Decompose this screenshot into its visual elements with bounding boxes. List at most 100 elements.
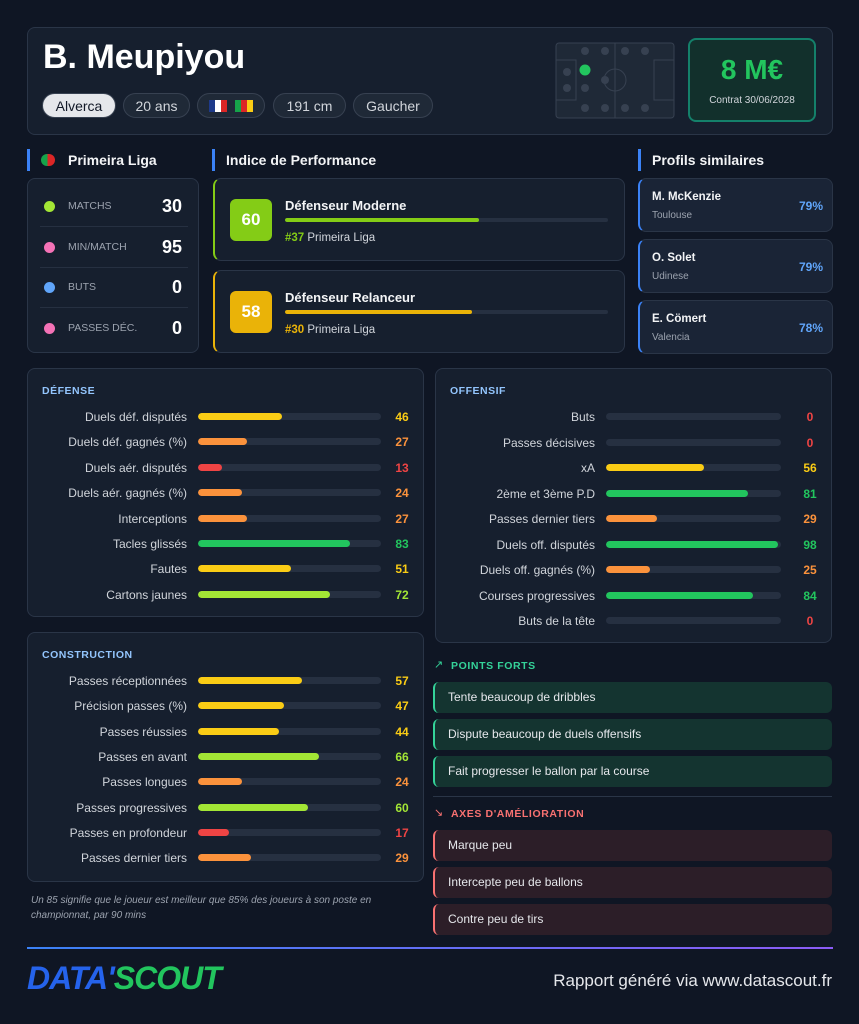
stat-value: 44 xyxy=(395,724,409,739)
tag: Alverca xyxy=(42,93,116,118)
stat-bar xyxy=(198,540,350,547)
stat-value: 0 xyxy=(806,614,814,628)
similar-club: Udinese xyxy=(652,271,689,282)
stat-value: 0 xyxy=(171,317,182,338)
stat-track xyxy=(606,438,781,446)
stat-track xyxy=(606,591,781,599)
stat-label: PASSES DÉC. xyxy=(68,321,138,334)
list-item: Dispute beaucoup de duels offensifs xyxy=(433,719,832,750)
stat-track xyxy=(198,540,381,547)
stat-bar xyxy=(606,489,748,497)
list-title: POINTS FORTS xyxy=(451,660,536,672)
stat-value: 72 xyxy=(395,587,409,602)
stat-track xyxy=(198,590,381,598)
stat-track xyxy=(606,617,781,624)
similar-name: O. Solet xyxy=(652,252,696,264)
stat-label: Passes longues xyxy=(102,775,187,790)
stat-label: Passes réceptionnées xyxy=(68,674,187,688)
stat-label: Précision passes (%) xyxy=(74,699,187,714)
stat-bar xyxy=(198,565,292,573)
stat-icon xyxy=(44,322,55,334)
stat-icon xyxy=(44,282,55,293)
stat-track xyxy=(606,515,781,522)
value-box: 8 M€ Contrat 30/06/2028 xyxy=(688,38,816,122)
stat-track xyxy=(198,413,381,420)
score-badge: 58 xyxy=(230,291,272,333)
stat-label: Courses progressives xyxy=(478,588,595,603)
stat-value: 29 xyxy=(803,512,817,526)
list-icon: ↗ xyxy=(434,659,444,671)
stat-bar xyxy=(198,727,279,735)
stat-track xyxy=(198,803,381,811)
stat-track xyxy=(606,413,781,420)
stat-icon xyxy=(44,201,55,212)
stat-value: 13 xyxy=(395,460,409,475)
player-name: B. Meupiyou xyxy=(43,38,246,76)
list-icon: ↘ xyxy=(434,807,444,819)
stat-label: Duels off. disputés xyxy=(496,537,595,552)
league-heading: Primeira Liga xyxy=(27,149,157,171)
stat-bar xyxy=(606,540,778,548)
league-card xyxy=(27,178,199,353)
stat-track xyxy=(198,854,381,862)
stat-label: Tacles glissés xyxy=(112,537,187,551)
stat-track xyxy=(606,566,781,573)
stat-track xyxy=(198,828,381,836)
stat-value: 0 xyxy=(806,435,814,450)
score-track xyxy=(285,310,608,314)
stat-label: Duels off. gagnés (%) xyxy=(479,563,595,577)
stat-bar xyxy=(198,677,303,684)
similar-club: Toulouse xyxy=(652,210,693,221)
stat-bar xyxy=(198,463,222,471)
rank-line: #30 Primeira Liga xyxy=(285,324,375,336)
stat-value: 81 xyxy=(803,486,817,501)
stat-value: 51 xyxy=(395,562,409,577)
stat-track xyxy=(606,489,781,497)
stat-bar xyxy=(606,464,704,471)
stat-track xyxy=(198,677,381,684)
profile-card: 60 Défenseur Moderne #37 Primeira Liga xyxy=(213,178,625,261)
stat-track xyxy=(198,727,381,735)
stat-value: 0 xyxy=(171,277,182,297)
stat-value: 57 xyxy=(395,674,409,688)
footer-line xyxy=(27,947,833,949)
separator xyxy=(40,307,188,308)
tag: 191 cm xyxy=(273,93,346,118)
stat-value: 83 xyxy=(395,537,409,551)
stat-bar xyxy=(198,590,330,598)
stat-bar xyxy=(198,854,252,862)
pitch xyxy=(555,42,675,119)
stat-label: Duels déf. disputés xyxy=(84,410,187,424)
stat-bar xyxy=(198,514,248,522)
tag: 20 ans xyxy=(123,93,190,118)
profile-name: Défenseur Moderne xyxy=(285,198,407,213)
stat-value: 56 xyxy=(803,461,817,475)
list-item: Contre peu de tirs xyxy=(433,904,832,935)
list-item: Tente beaucoup de dribbles xyxy=(433,682,832,713)
stat-bar xyxy=(198,828,230,836)
stat-bar xyxy=(198,803,308,811)
rank: #30 xyxy=(285,324,305,336)
rank-line: #37 Primeira Liga xyxy=(285,232,375,244)
rank-league: Primeira Liga xyxy=(307,232,376,244)
stat-value: 24 xyxy=(395,486,409,501)
stat-label: Duels aér. disputés xyxy=(84,460,187,475)
footer-text: Rapport généré via www.datascout.fr xyxy=(553,971,832,990)
stat-track xyxy=(198,463,381,471)
stat-track xyxy=(198,514,381,522)
divider xyxy=(433,796,832,797)
tag: Gaucher xyxy=(353,93,433,118)
stat-track xyxy=(198,438,381,446)
stat-value: 25 xyxy=(803,563,817,577)
similar-name: M. McKenzie xyxy=(652,191,722,203)
stat-label: xA xyxy=(580,461,595,475)
stat-value: 30 xyxy=(161,196,182,216)
stat-label: Duels aér. gagnés (%) xyxy=(68,486,187,501)
profile-name: Défenseur Relanceur xyxy=(285,290,416,305)
stat-value: 17 xyxy=(395,825,409,840)
nationality-flags xyxy=(197,93,265,118)
list-item: Intercepte peu de ballons xyxy=(433,867,832,898)
contract: Contrat 30/06/2028 xyxy=(709,95,795,106)
logo-part: DATA' xyxy=(27,960,115,996)
